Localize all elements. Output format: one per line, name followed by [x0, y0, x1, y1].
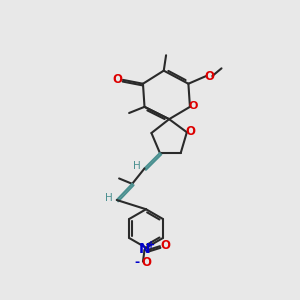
Text: H: H	[133, 161, 141, 171]
Text: O: O	[204, 70, 214, 83]
Text: O: O	[142, 256, 152, 269]
Text: N: N	[139, 242, 150, 256]
Text: H: H	[105, 193, 113, 203]
Text: O: O	[188, 101, 198, 111]
Text: O: O	[185, 125, 195, 138]
Text: O: O	[112, 74, 123, 86]
Text: -: -	[134, 256, 140, 269]
Text: +: +	[147, 240, 155, 250]
Text: O: O	[160, 239, 170, 252]
